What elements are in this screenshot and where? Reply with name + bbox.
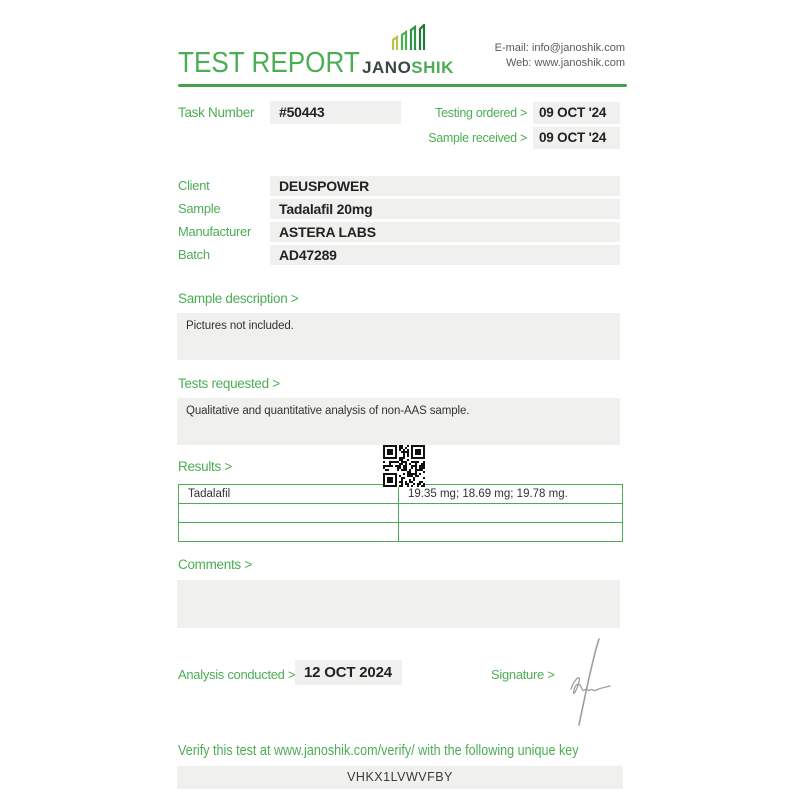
tests-requested-box: Qualitative and quantitative analysis of… [177, 398, 620, 445]
logo-shik: SHIK [411, 58, 454, 77]
growth-bars-icon [358, 22, 458, 57]
table-row: Tadalafil 19.35 mg; 18.69 mg; 19.78 mg. [179, 485, 622, 503]
testing-ordered-value: 09 OCT '24 [533, 102, 620, 124]
manufacturer-value: ASTERA LABS [270, 222, 620, 242]
logo-jano: JANO [362, 58, 412, 77]
result-value [399, 504, 622, 522]
result-substance: Tadalafil [179, 485, 399, 503]
web-line: Web: www.janoshik.com [505, 57, 625, 69]
contact-info: E-mail: info@janoshik.com Web: www.janos… [495, 41, 625, 71]
logo-wordmark: JANOSHIK [358, 58, 458, 78]
tests-requested-heading: Tests requested > [178, 376, 280, 391]
header-divider [178, 84, 627, 87]
janoshik-logo: JANOSHIK [358, 22, 458, 78]
table-row [179, 522, 622, 541]
sample-value: Tadalafil 20mg [270, 199, 620, 219]
sample-label: Sample [178, 201, 221, 216]
result-substance [179, 523, 399, 541]
batch-value: AD47289 [270, 245, 620, 265]
sample-description-box: Pictures not included. [177, 313, 620, 360]
sample-received-value: 09 OCT '24 [533, 127, 620, 149]
qr-code-icon [383, 445, 425, 487]
sample-description-heading: Sample description > [178, 291, 299, 306]
result-value: 19.35 mg; 18.69 mg; 19.78 mg. [408, 488, 568, 500]
analysis-conducted-value: 12 OCT 2024 [295, 660, 402, 685]
signature-label: Signature > [491, 667, 555, 682]
unique-key-value: VHKX1LVWVFBY [177, 766, 623, 789]
verify-instruction: Verify this test at www.janoshik.com/ver… [178, 742, 579, 759]
result-substance [179, 504, 399, 522]
client-label: Client [178, 178, 210, 193]
manufacturer-label: Manufacturer [178, 224, 251, 239]
task-number-value: #50443 [270, 101, 401, 124]
comments-box [177, 580, 620, 628]
task-number-label: Task Number [178, 105, 255, 120]
page-title: TEST REPORT [178, 47, 360, 79]
email-line: E-mail: info@janoshik.com [494, 42, 625, 54]
client-value: DEUSPOWER [270, 176, 620, 196]
batch-label: Batch [178, 247, 210, 262]
results-heading: Results > [178, 459, 232, 474]
results-table: Tadalafil 19.35 mg; 18.69 mg; 19.78 mg. [178, 484, 623, 542]
analysis-conducted-label: Analysis conducted > [178, 667, 296, 682]
signature-scribble [558, 637, 616, 732]
comments-heading: Comments > [178, 557, 252, 572]
sample-received-label: Sample received > [428, 131, 527, 145]
table-row [179, 503, 622, 522]
testing-ordered-label: Testing ordered > [435, 106, 527, 120]
result-value [399, 523, 622, 541]
